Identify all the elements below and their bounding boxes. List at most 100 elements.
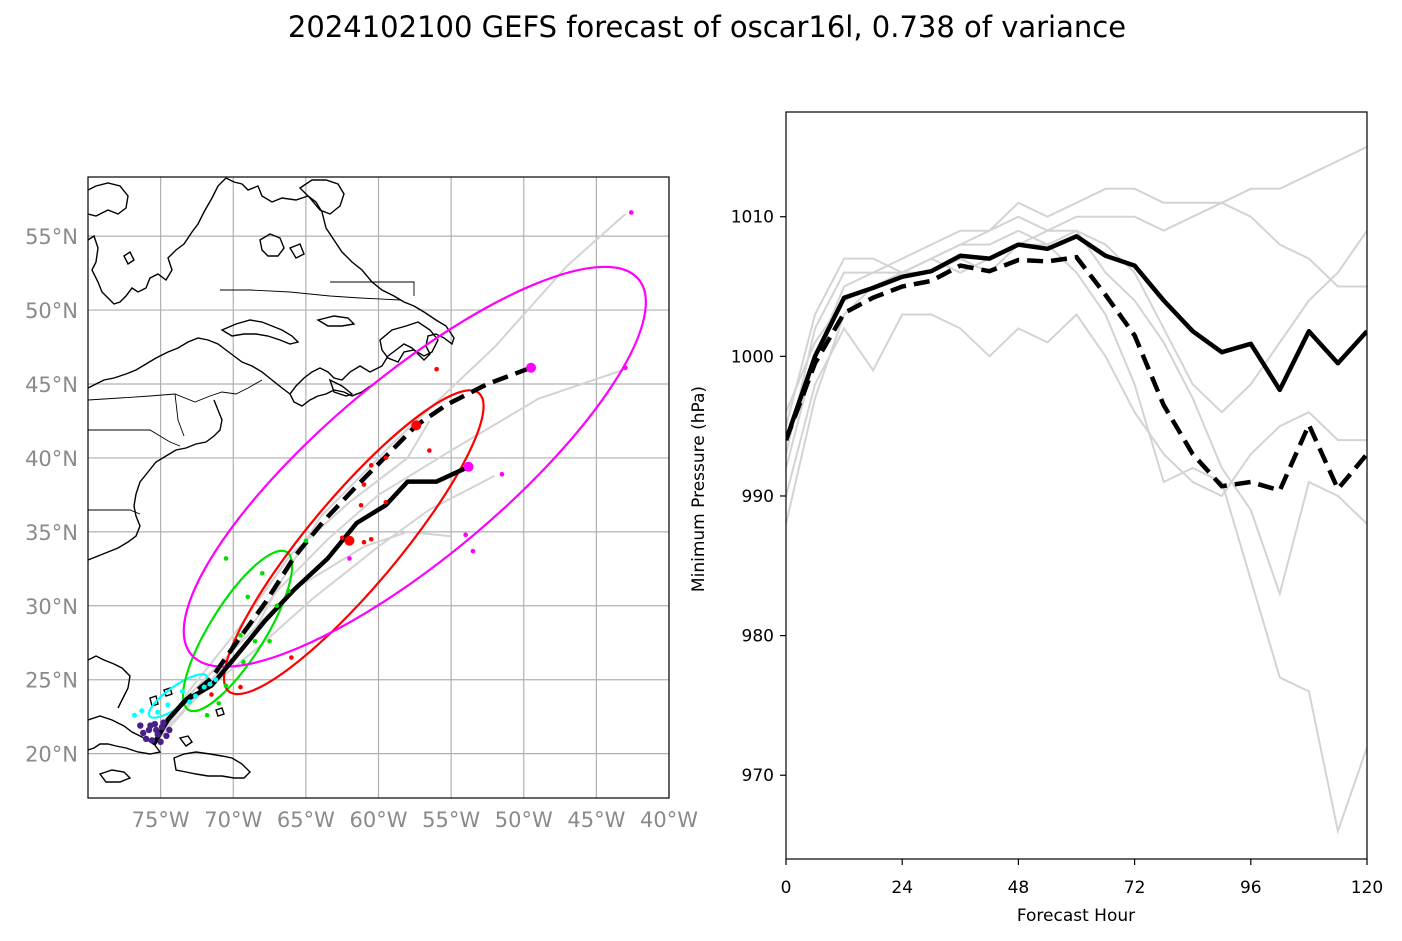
- pressure-y-ticks: 970 980 990 1000 1010: [731, 208, 786, 786]
- day2-position-dot: [223, 683, 229, 688]
- pressure-mean-line: [786, 234, 1367, 441]
- map-borders: [88, 281, 415, 515]
- ellipse-day-2: [181, 549, 294, 713]
- map-lat-tick-label: 55°N: [25, 225, 78, 249]
- day3-position-dot: [289, 655, 294, 660]
- ellipse-day-5: [182, 265, 647, 668]
- day2-position-dot: [216, 701, 222, 706]
- map-lat-tick-label: 35°N: [25, 521, 78, 545]
- day3-position-dot: [238, 684, 243, 690]
- map-lon-tick-label: 45°W: [567, 808, 625, 832]
- pressure-y-axis-label: Minimum Pressure (hPa): [689, 386, 709, 592]
- control-track-line: [151, 365, 532, 746]
- day5-position-dot: [470, 548, 476, 554]
- initial-position-dot: [148, 737, 156, 744]
- pressure-member-lines: [786, 145, 1367, 835]
- pressure-frame: [785, 111, 1368, 860]
- map-lat-tick-label: 50°N: [25, 299, 78, 323]
- initial-position-dot: [157, 738, 164, 746]
- mean-position-marker: [526, 362, 537, 373]
- initial-position-dot: [166, 726, 173, 734]
- day1-position-dot: [187, 699, 193, 705]
- initial-position-dot: [160, 719, 167, 726]
- map-lat-tick-label: 30°N: [25, 595, 78, 619]
- initial-position-dot: [139, 729, 147, 737]
- map-frame: [87, 176, 670, 799]
- map-longitude-labels: 75°W 70°W 65°W 60°W 55°W 50°W 45°W 40°W: [132, 808, 699, 832]
- ellipse-day-3: [222, 389, 485, 696]
- day3-position-dot: [383, 455, 389, 461]
- day1-position-dot: [179, 689, 185, 695]
- map-latitude-labels: 20°N 25°N 30°N 35°N 40°N 45°N 50°N 55°N: [25, 225, 78, 767]
- day3-position-dot: [368, 463, 374, 468]
- map-lon-tick-label: 40°W: [640, 808, 698, 832]
- day5-position-dot: [347, 556, 352, 561]
- day2-position-dot: [245, 594, 251, 600]
- initial-position-dot: [137, 722, 144, 729]
- pressure-mean-and-control: [786, 234, 1367, 494]
- pressure-x-tick-label: 0: [781, 878, 792, 898]
- day1-position-dot: [213, 677, 219, 683]
- day2-position-dot: [204, 712, 210, 718]
- day2-position-dot: [252, 638, 258, 644]
- day5-position-dot: [463, 532, 468, 538]
- map-lon-tick-label: 55°W: [422, 808, 480, 832]
- day3-position-dot: [361, 482, 367, 487]
- track-map-panel: 75°W 70°W 65°W 60°W 55°W 50°W 45°W 40°W 20°N 25°…: [25, 176, 699, 832]
- day3-position-dot: [339, 535, 345, 541]
- pressure-x-tick-label: 24: [891, 878, 913, 898]
- day3-position-dot: [434, 366, 439, 372]
- map-lon-tick-label: 65°W: [277, 808, 335, 832]
- map-coastlines: [88, 177, 455, 783]
- day1-position-dot: [165, 702, 171, 708]
- pressure-member-line: [786, 229, 1367, 469]
- member-track-line: [152, 368, 626, 746]
- pressure-x-tick-label: 120: [1351, 878, 1383, 898]
- map-lon-tick-label: 70°W: [204, 808, 262, 832]
- day3-position-dot: [358, 502, 364, 508]
- day5-position-dot: [499, 471, 505, 477]
- pressure-member-line: [786, 312, 1367, 498]
- day2-position-dot: [241, 659, 246, 665]
- map-lat-tick-label: 40°N: [25, 447, 78, 471]
- pressure-y-tick-label: 980: [742, 627, 774, 647]
- pressure-y-tick-label: 1000: [731, 347, 774, 367]
- pressure-y-tick-label: 1010: [731, 208, 774, 228]
- map-lat-tick-label: 45°N: [25, 373, 78, 397]
- member-track-line: [152, 474, 496, 746]
- day1-position-dot: [207, 681, 213, 687]
- uncertainty-ellipses: [147, 265, 647, 719]
- day5-position-dot: [628, 210, 634, 215]
- pressure-x-tick-label: 96: [1240, 878, 1262, 898]
- pressure-control-line: [786, 254, 1367, 494]
- day2-position-dot: [303, 538, 309, 544]
- mean-position-marker: [344, 535, 355, 546]
- day3-position-dot: [383, 499, 389, 505]
- day2-position-dot: [260, 570, 265, 576]
- map-lon-tick-label: 60°W: [350, 808, 408, 832]
- day2-position-dot: [274, 603, 280, 609]
- initial-position-dot: [147, 722, 154, 729]
- day1-position-dot: [192, 693, 198, 699]
- day2-position-dot: [238, 633, 243, 638]
- day2-position-dot: [267, 638, 272, 644]
- pressure-x-tick-label: 72: [1124, 878, 1146, 898]
- mean-position-marker: [411, 420, 422, 431]
- pressure-x-ticks: 0 24 48 72 96 120: [781, 859, 1383, 898]
- day5-position-dot: [623, 365, 628, 371]
- day1-position-dot: [139, 708, 145, 714]
- day3-position-dot: [361, 539, 367, 545]
- day2-position-dot: [223, 556, 229, 561]
- pressure-member-line: [786, 187, 1367, 455]
- member-track-line: [152, 213, 627, 746]
- member-positions: [131, 210, 634, 746]
- pressure-y-tick-label: 970: [742, 766, 774, 786]
- pressure-y-tick-label: 990: [742, 487, 774, 507]
- map-lat-tick-label: 25°N: [25, 669, 78, 693]
- day2-position-dot: [286, 588, 291, 594]
- day3-position-dot: [209, 692, 214, 697]
- pressure-x-axis-label: Forecast Hour: [1017, 906, 1135, 926]
- initial-position-dot: [163, 732, 170, 740]
- mean-and-control-tracks: [151, 365, 532, 746]
